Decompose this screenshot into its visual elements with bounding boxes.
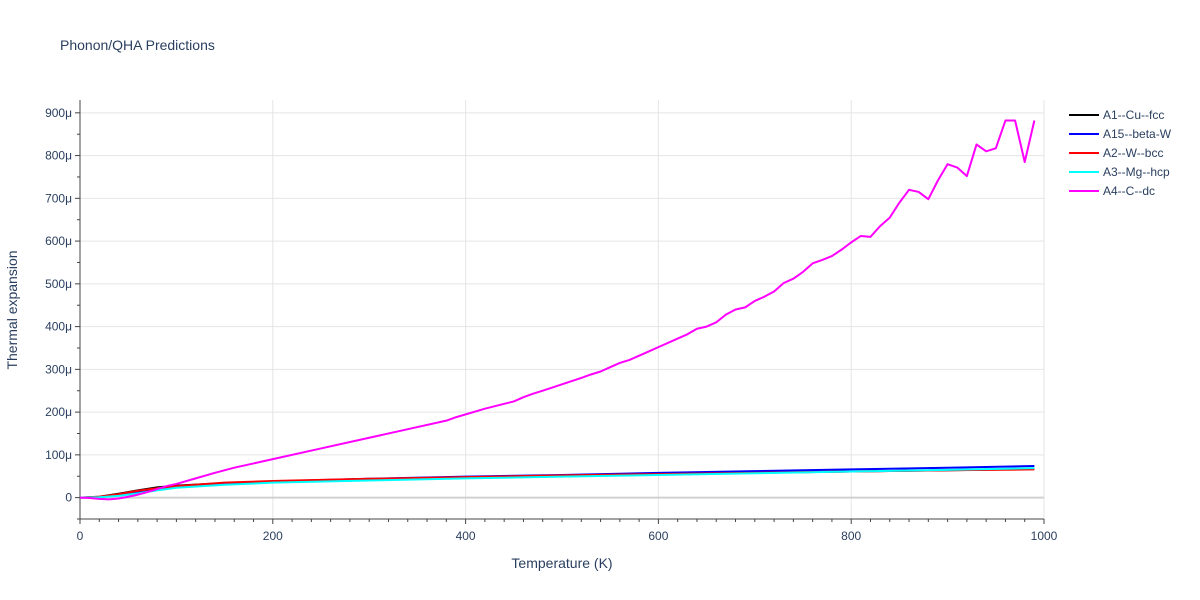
legend-label: A15--beta-W xyxy=(1103,127,1172,141)
legend-label: A3--Mg--hcp xyxy=(1103,165,1170,179)
legend-item[interactable]: A2--W--bcc xyxy=(1069,146,1163,160)
legend-label: A4--C--dc xyxy=(1103,184,1155,198)
y-tick-label: 700μ xyxy=(45,191,72,205)
plot-area xyxy=(79,119,1036,501)
legend-item[interactable]: A15--beta-W xyxy=(1069,127,1172,141)
legend: A1--Cu--fcc A15--beta-W A2--W--bcc A3--Mg--… xyxy=(1069,108,1172,198)
axes: 0 200 400 600 800 1000 0 100μ 200μ 300μ 400μ 500μ 60… xyxy=(45,100,1058,543)
legend-item[interactable]: A1--Cu--fcc xyxy=(1069,108,1164,122)
x-axis-title: Temperature (K) xyxy=(511,555,612,571)
y-tick-label: 600μ xyxy=(45,234,72,248)
y-tick-label: 100μ xyxy=(45,448,72,462)
y-tick-label: 800μ xyxy=(45,149,72,163)
y-tick-label: 200μ xyxy=(45,405,72,419)
series-line-a3-mg-hcp xyxy=(79,467,1035,499)
legend-label: A1--Cu--fcc xyxy=(1103,108,1164,122)
y-tick-label: 400μ xyxy=(45,320,72,334)
x-tick-label: 600 xyxy=(648,529,668,543)
y-tick-label: 300μ xyxy=(45,362,72,376)
y-axis-title: Thermal expansion xyxy=(4,250,20,369)
legend-item[interactable]: A4--C--dc xyxy=(1069,184,1155,198)
x-tick-label: 400 xyxy=(456,529,476,543)
x-tick-label: 200 xyxy=(263,529,283,543)
x-tick-label: 800 xyxy=(841,529,861,543)
x-tick-label: 1000 xyxy=(1031,529,1058,543)
grid xyxy=(80,100,1045,519)
series-line-a2-w-bcc xyxy=(79,468,1035,499)
y-tick-label: 900μ xyxy=(45,106,72,120)
x-tick-label: 0 xyxy=(77,529,84,543)
y-tick-label: 500μ xyxy=(45,277,72,291)
legend-item[interactable]: A3--Mg--hcp xyxy=(1069,165,1170,179)
series-line-a4-c-dc xyxy=(79,119,1036,501)
legend-label: A2--W--bcc xyxy=(1103,146,1163,160)
chart-title: Phonon/QHA Predictions xyxy=(60,37,215,53)
y-tick-label: 0 xyxy=(65,491,72,505)
